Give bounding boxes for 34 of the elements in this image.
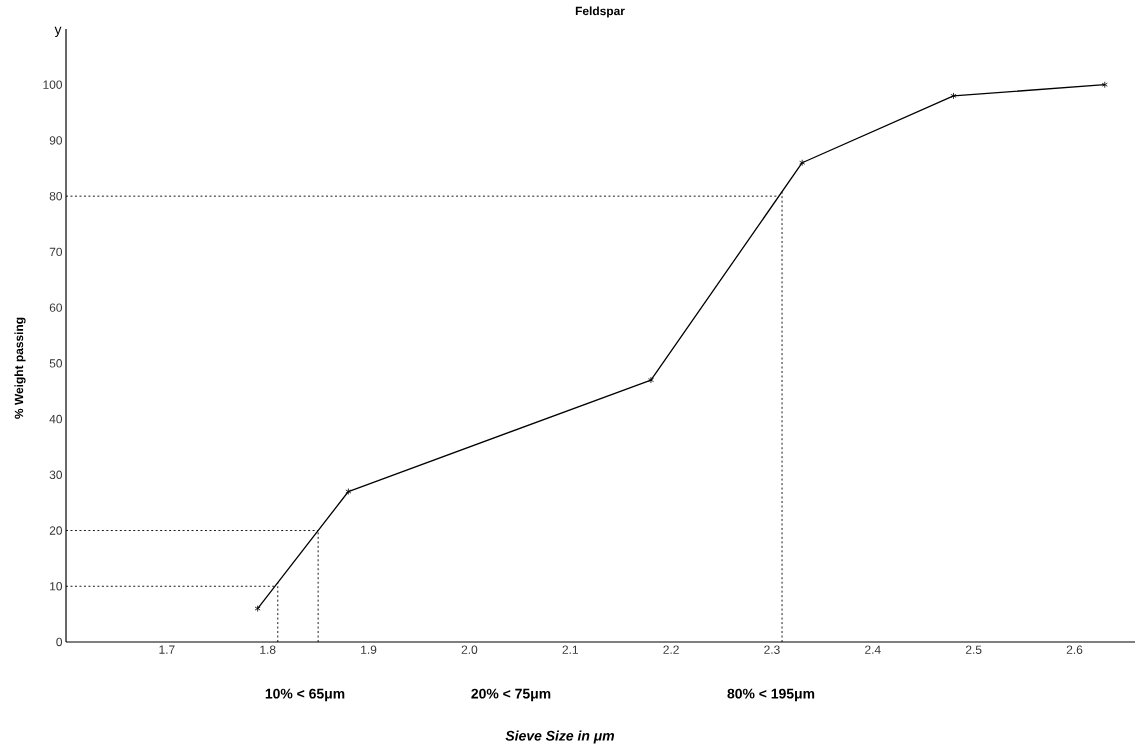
y-tick-label: 30 bbox=[49, 470, 63, 480]
text: 80% < 195μm bbox=[727, 688, 815, 702]
x-tick-label: 2.2 bbox=[663, 645, 679, 654]
x-tick-label: 1.8 bbox=[260, 645, 276, 654]
point bbox=[950, 92, 957, 100]
x-tick-label: 1.7 bbox=[159, 645, 175, 654]
point bbox=[345, 488, 352, 495]
y-tick-label: 10 bbox=[50, 582, 63, 591]
x-tick-label: 1.9 bbox=[361, 645, 377, 654]
text: 20% < 75μm bbox=[471, 688, 551, 702]
text: y bbox=[54, 26, 62, 38]
y-axis-title: % Weight passing bbox=[14, 317, 26, 419]
x-tick-label: 2.0 bbox=[461, 645, 478, 654]
x-tick-label: 2.6 bbox=[1066, 645, 1083, 654]
y-tick-label: 20 bbox=[49, 526, 63, 535]
y-tick-label: 80 bbox=[49, 191, 63, 201]
y-tick-label: 40 bbox=[49, 414, 63, 424]
x-tick-label: 2.3 bbox=[764, 645, 780, 654]
y-tick-label: 70 bbox=[49, 247, 63, 257]
point bbox=[254, 605, 261, 612]
y-tick-label: 50 bbox=[49, 359, 63, 368]
point bbox=[799, 159, 806, 167]
point bbox=[1101, 81, 1108, 89]
y-tick-label: 0 bbox=[56, 637, 63, 647]
text: 10% < 65μm bbox=[265, 688, 345, 702]
y-tick-label: 90 bbox=[49, 136, 63, 145]
x-tick-label: 2.5 bbox=[965, 645, 982, 654]
x-tick-label: 2.4 bbox=[865, 645, 881, 654]
point bbox=[647, 376, 654, 384]
x-tick-label: 2.1 bbox=[562, 645, 578, 654]
y-tick-label: 60 bbox=[49, 303, 63, 312]
chart-title: Feldspar bbox=[575, 6, 625, 18]
y-tick-label: 100 bbox=[43, 80, 63, 89]
text: Sieve Size in μm bbox=[505, 730, 615, 744]
